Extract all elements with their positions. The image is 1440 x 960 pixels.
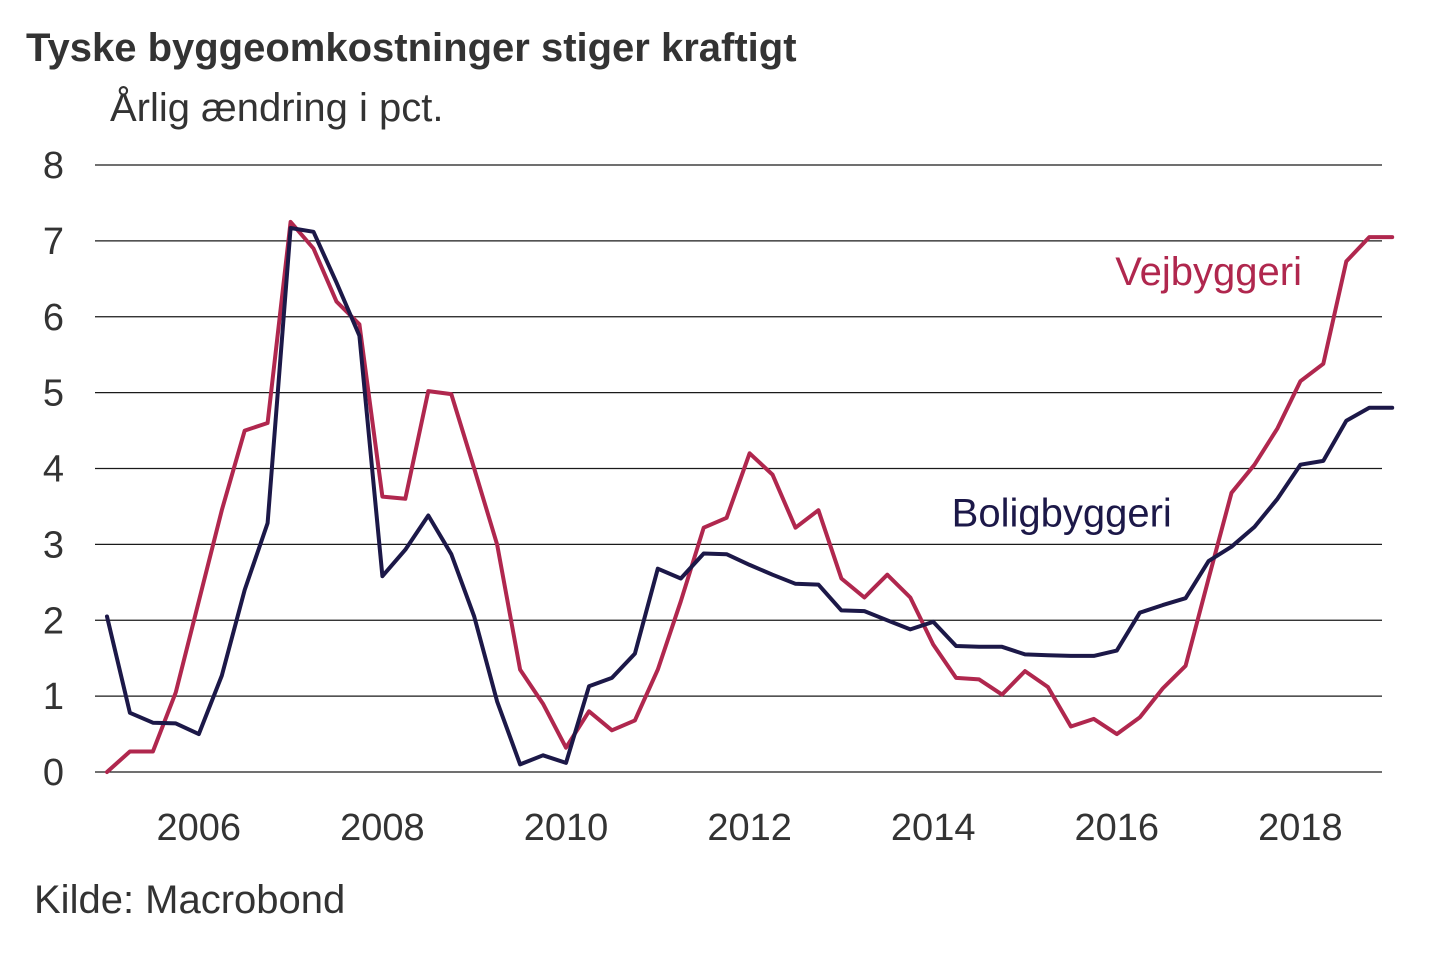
series-label-vejbyggeri: Vejbyggeri: [1115, 250, 1302, 294]
y-tick-label: 7: [43, 221, 64, 263]
y-tick-label: 4: [43, 449, 64, 491]
x-tick-label: 2010: [524, 807, 609, 849]
x-tick-label: 2006: [157, 807, 242, 849]
chart-title: Tyske byggeomkostninger stiger kraftigt: [26, 26, 797, 70]
y-tick-label: 8: [43, 145, 64, 187]
series-line-boligbyggeri: [105, 226, 1395, 767]
chart-source: Kilde: Macrobond: [34, 878, 346, 922]
y-tick-label: 0: [43, 752, 64, 794]
series-annotations: Vejbyggeri Boligbyggeri: [952, 250, 1302, 535]
series-label-boligbyggeri: Boligbyggeri: [952, 492, 1172, 536]
y-tick-label: 2: [43, 600, 64, 642]
x-tick-label: 2008: [340, 807, 425, 849]
chart-subtitle: Årlig ændring i pct.: [110, 86, 444, 130]
y-tick-label: 3: [43, 524, 64, 566]
series-lines: [105, 219, 1395, 774]
y-tick-label: 6: [43, 297, 64, 339]
series-line-vejbyggeri: [105, 219, 1395, 774]
y-tick-label: 5: [43, 373, 64, 415]
x-axis-ticks: 2006 2008 2010 2012 2014 2016 2018: [157, 807, 1343, 849]
x-tick-label: 2016: [1075, 807, 1160, 849]
x-tick-label: 2014: [891, 807, 976, 849]
y-axis-ticks: 0 1 2 3 4 5 6 7 8: [43, 145, 64, 794]
x-tick-label: 2012: [707, 807, 792, 849]
x-tick-label: 2018: [1258, 807, 1343, 849]
y-tick-label: 1: [43, 676, 64, 718]
